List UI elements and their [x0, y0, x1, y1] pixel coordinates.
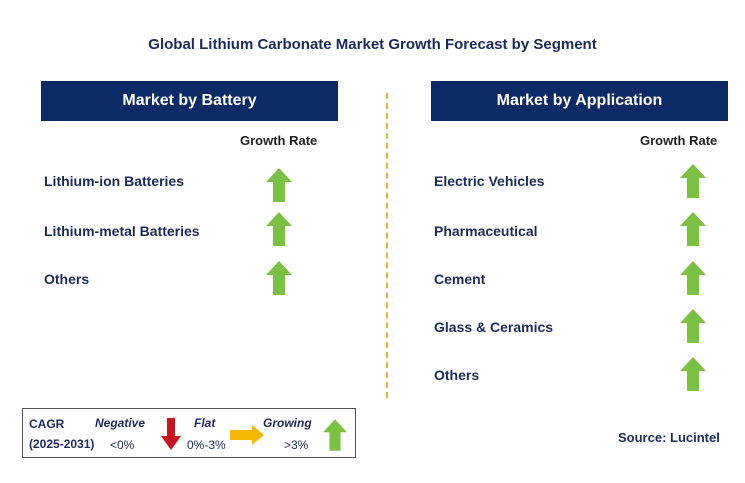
battery-panel-header: Market by Battery: [41, 81, 338, 121]
up-arrow-icon: [266, 212, 292, 246]
application-row-label: Cement: [434, 271, 486, 287]
application-row-label: Others: [434, 367, 480, 383]
legend-growing-label: Growing: [263, 416, 312, 430]
up-arrow-icon: [266, 261, 292, 295]
up-arrow-icon: [680, 164, 706, 198]
down-arrow-icon: [161, 418, 181, 450]
up-arrow-icon: [680, 357, 706, 391]
legend-period-label: (2025-2031): [29, 437, 95, 451]
application-row-label: Glass & Ceramics: [434, 319, 554, 335]
application-row-label: Electric Vehicles: [434, 173, 545, 189]
legend-flat-label: Flat: [194, 416, 216, 430]
legend-cagr-label: CAGR: [29, 417, 65, 431]
up-arrow-icon: [680, 261, 706, 295]
source-label: Source: Lucintel: [618, 430, 720, 445]
up-arrow-icon: [680, 212, 706, 246]
application-panel-header: Market by Application: [431, 81, 728, 121]
legend-growing-range: >3%: [284, 438, 309, 452]
up-arrow-icon: [680, 309, 706, 343]
chart-title: Global Lithium Carbonate Market Growth F…: [148, 36, 597, 53]
application-panel-header-label: Market by Application: [496, 92, 663, 109]
legend-negative-label: Negative: [95, 416, 146, 430]
up-arrow-icon: [266, 168, 292, 202]
battery-row-label: Lithium-ion Batteries: [44, 173, 185, 189]
panel-divider: [386, 93, 388, 398]
battery-panel-header-label: Market by Battery: [122, 92, 257, 109]
battery-growth-rate-label: Growth Rate: [240, 133, 318, 148]
up-arrow-icon: [323, 419, 347, 451]
application-growth-rate-label: Growth Rate: [640, 133, 718, 148]
legend-negative-range: <0%: [110, 438, 135, 452]
battery-row-label: Lithium-metal Batteries: [44, 223, 200, 239]
cagr-legend: CAGR (2025-2031) Negative <0% Flat 0%-3%…: [22, 408, 356, 458]
right-arrow-icon: [230, 425, 264, 445]
battery-row-label: Others: [44, 271, 90, 287]
legend-flat-range: 0%-3%: [187, 438, 226, 452]
application-row-label: Pharmaceutical: [434, 223, 538, 239]
